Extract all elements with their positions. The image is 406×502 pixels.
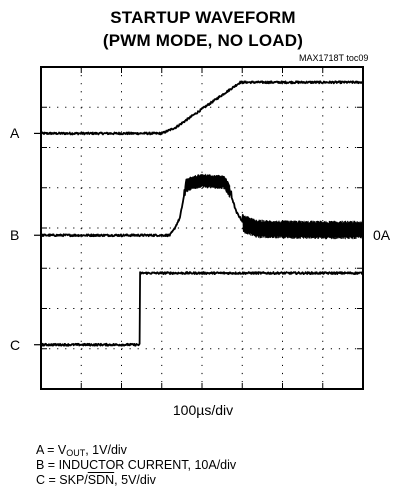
legend-c: C = SKP/SDN, 5V/div <box>36 473 156 487</box>
x-axis-scale: 100µs/div <box>172 402 234 418</box>
legend-a: A = VOUT, 1V/div <box>36 443 127 458</box>
scope-traces <box>34 80 364 347</box>
chart-subtitle: (PWM MODE, NO LOAD) <box>102 31 304 50</box>
trace-a <box>40 80 364 136</box>
trace-label-b: B <box>10 227 20 244</box>
inductor-ripple <box>185 173 363 240</box>
zero-amp-marker: 0A <box>373 227 391 244</box>
trace-label-a: A <box>10 125 20 142</box>
legend-b: B = INDUCTOR CURRENT, 10A/div <box>36 458 237 472</box>
figure-id: MAX1718T toc09 <box>299 53 369 63</box>
trace-c <box>40 271 364 347</box>
chart-title: STARTUP WAVEFORM <box>110 8 296 27</box>
trace-label-c: C <box>10 336 21 353</box>
